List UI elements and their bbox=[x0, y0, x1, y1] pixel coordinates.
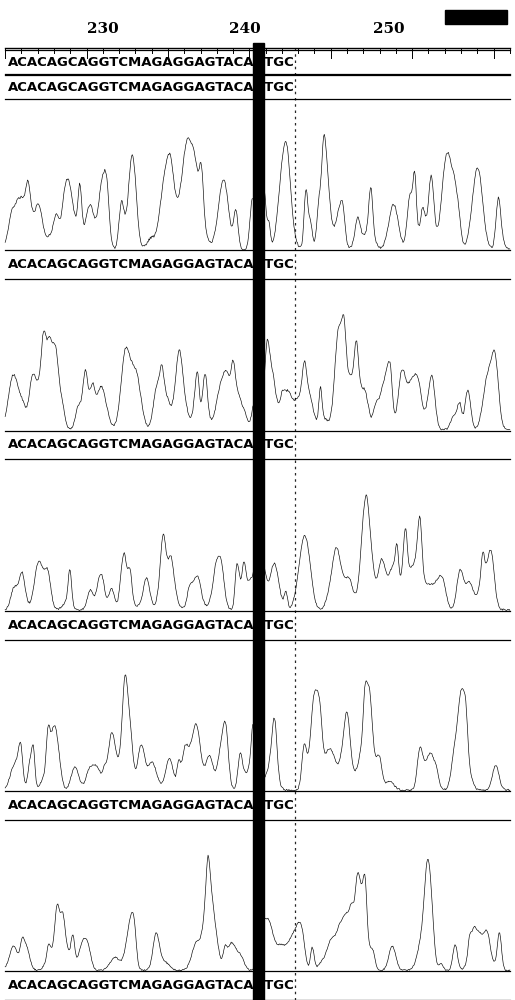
Text: ACACAGCAGGTCMAGAGGAGTACAGTGC: ACACAGCAGGTCMAGAGGAGTACAGTGC bbox=[8, 799, 295, 812]
Text: ACACAGCAGGTCMAGAGGAGTACAGTGC: ACACAGCAGGTCMAGAGGAGTACAGTGC bbox=[8, 258, 295, 271]
Text: ACACAGCAGGTCMAGAGGAGTACAGTGC: ACACAGCAGGTCMAGAGGAGTACAGTGC bbox=[8, 55, 295, 68]
Text: 240: 240 bbox=[229, 22, 261, 36]
Text: ACACAGCAGGTCMAGAGGAGTACAGTGC: ACACAGCAGGTCMAGAGGAGTACAGTGC bbox=[8, 979, 295, 992]
Text: 230: 230 bbox=[87, 22, 119, 36]
Text: ACACAGCAGGTCMAGAGGAGTACAGTGC: ACACAGCAGGTCMAGAGGAGTACAGTGC bbox=[8, 81, 295, 94]
Bar bbox=[253, 43, 264, 1000]
Text: ACACAGCAGGTCMAGAGGAGTACAGTGC: ACACAGCAGGTCMAGAGGAGTACAGTGC bbox=[8, 619, 295, 632]
Text: 250: 250 bbox=[373, 22, 405, 36]
Text: ACACAGCAGGTCMAGAGGAGTACAGTGC: ACACAGCAGGTCMAGAGGAGTACAGTGC bbox=[8, 438, 295, 451]
Bar bbox=[445, 10, 507, 24]
